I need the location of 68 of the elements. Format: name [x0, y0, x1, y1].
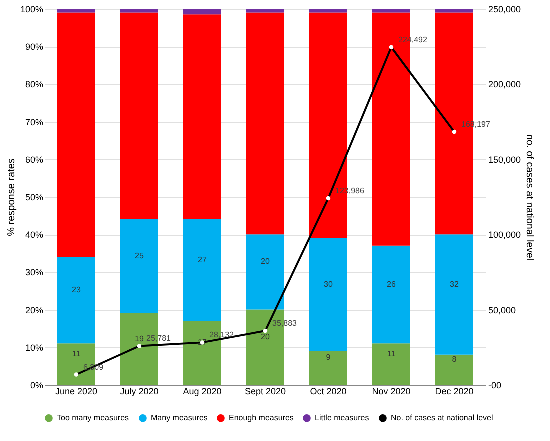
y2-tick-label: 50,000 — [488, 305, 516, 316]
y-tick-label: 40% — [25, 230, 44, 240]
bar — [184, 9, 222, 15]
data-label: 20 — [261, 257, 270, 266]
bar — [58, 9, 96, 13]
bar — [120, 9, 158, 13]
legend-label: Many measures — [151, 413, 208, 422]
data-label: 26 — [387, 280, 396, 289]
data-label: 8 — [452, 354, 458, 364]
legend-label: No. of cases at national level — [391, 413, 494, 422]
legend-label: Enough measures — [229, 413, 294, 422]
x-tick-label: June 2020 — [55, 386, 98, 396]
y-tick-label: 50% — [25, 192, 44, 202]
bar — [436, 9, 474, 13]
bar — [436, 354, 474, 385]
legend-label: Too many measures — [57, 413, 130, 422]
data-label: 25,781 — [146, 334, 172, 344]
y-tick-label: 10% — [25, 342, 44, 353]
y2-tick-label: 250,000 — [488, 4, 522, 14]
bar — [58, 257, 96, 344]
y2-tick-label: -00 — [488, 380, 502, 390]
y2-tick-label: 150,000 — [488, 154, 522, 165]
x-tick-label: July 2020 — [120, 386, 159, 396]
x-tick-label: Aug 2020 — [183, 386, 222, 396]
x-tick-label: Sept 2020 — [244, 386, 286, 396]
x-tick-label: Nov 2020 — [372, 386, 411, 396]
y2-tick-label: 100,000 — [488, 230, 522, 240]
data-label: 23 — [72, 285, 82, 294]
bar — [246, 234, 284, 310]
y-tick-label: 100% — [20, 4, 44, 14]
bar — [436, 234, 474, 355]
bar — [120, 12, 158, 220]
bar — [184, 14, 222, 220]
y2-axis-title: no. of cases at national level — [524, 134, 536, 261]
bar — [310, 351, 348, 385]
y-tick-label: 70% — [25, 117, 44, 128]
x-tick-label: Oct 2020 — [310, 386, 347, 396]
y-tick-label: 0% — [30, 380, 44, 390]
data-label: 25 — [135, 252, 144, 261]
y-axis-title: % response rates — [6, 158, 18, 236]
bar — [58, 12, 96, 258]
data-label: 27 — [198, 255, 208, 264]
bar — [372, 344, 410, 385]
data-label: 32 — [450, 280, 460, 289]
y-tick-label: 80% — [25, 80, 44, 90]
bar — [310, 238, 348, 352]
legend-label: Little measures — [315, 413, 370, 422]
data-label: 11 — [387, 349, 396, 358]
y-tick-label: 30% — [25, 268, 44, 278]
bar — [184, 220, 222, 322]
bar — [372, 9, 410, 13]
bar — [120, 220, 158, 314]
data-label: 6,809 — [84, 362, 104, 372]
data-label: 11 — [72, 349, 82, 358]
y-tick-label: 90% — [25, 42, 44, 52]
data-label: 20 — [261, 332, 270, 342]
data-label: 35,883 — [272, 319, 298, 328]
y-tick-label: 60% — [25, 154, 44, 165]
bar — [246, 9, 284, 13]
bar — [372, 246, 410, 344]
data-label: 30 — [324, 280, 334, 289]
y2-tick-label: 200,000 — [488, 80, 522, 90]
x-tick-label: Dec 2020 — [435, 386, 474, 396]
y-tick-label: 20% — [25, 305, 44, 316]
data-label: 19 — [135, 334, 144, 344]
bar — [246, 12, 284, 235]
bar — [310, 9, 348, 13]
data-label: 9 — [326, 353, 332, 362]
